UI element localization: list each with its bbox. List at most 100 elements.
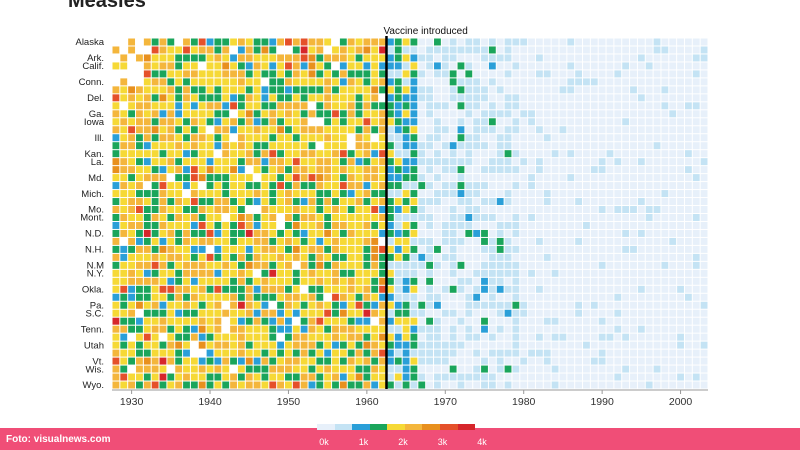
- heatmap-cell: [543, 142, 551, 150]
- heatmap-cell: [355, 277, 363, 285]
- heatmap-cell: [543, 373, 551, 381]
- heatmap-cell: [128, 341, 136, 349]
- heatmap-cell: [684, 301, 692, 309]
- heatmap-cell: [692, 174, 700, 182]
- heatmap-cell: [559, 126, 567, 134]
- heatmap-cell: [575, 38, 583, 46]
- heatmap-cell: [410, 166, 418, 174]
- heatmap-cell: [316, 341, 324, 349]
- heatmap-cell: [347, 174, 355, 182]
- heatmap-cell: [128, 301, 136, 309]
- heatmap-cell: [677, 357, 684, 365]
- heatmap-cell: [332, 126, 339, 134]
- heatmap-cell: [269, 221, 277, 229]
- heatmap-cell: [143, 102, 151, 110]
- heatmap-cell: [543, 174, 551, 182]
- heatmap-cell: [551, 62, 559, 70]
- heatmap-cell: [598, 142, 606, 150]
- heatmap-cell: [371, 38, 379, 46]
- heatmap-cell: [285, 70, 292, 78]
- heatmap-cell: [355, 245, 363, 253]
- state-label: Ill.: [95, 133, 105, 144]
- heatmap-cell: [481, 285, 488, 293]
- heatmap-cell: [355, 325, 363, 333]
- heatmap-cell: [347, 381, 355, 389]
- heatmap-cell: [159, 54, 167, 62]
- heatmap-cell: [512, 70, 520, 78]
- heatmap-cell: [434, 349, 441, 357]
- heatmap-cell: [347, 269, 355, 277]
- heatmap-cell: [316, 381, 324, 389]
- heatmap-cell: [214, 46, 222, 54]
- heatmap-cell: [277, 333, 285, 341]
- heatmap-cell: [583, 182, 590, 190]
- heatmap-cell: [190, 285, 198, 293]
- heatmap-cell: [637, 198, 645, 206]
- heatmap-cell: [551, 206, 559, 213]
- heatmap-cell: [143, 221, 151, 229]
- heatmap-cell: [543, 277, 551, 285]
- heatmap-cell: [292, 110, 300, 118]
- heatmap-cell: [441, 102, 449, 110]
- heatmap-cell: [379, 285, 386, 293]
- heatmap-cell: [473, 237, 481, 245]
- heatmap-cell: [661, 134, 669, 142]
- heatmap-cell: [253, 86, 261, 94]
- heatmap-cell: [222, 357, 230, 365]
- heatmap-cell: [567, 237, 575, 245]
- heatmap-cell: [324, 198, 332, 206]
- heatmap-cell: [559, 333, 567, 341]
- heatmap-cell: [394, 166, 402, 174]
- heatmap-cell: [449, 54, 457, 62]
- heatmap-cell: [167, 341, 175, 349]
- heatmap-cell: [465, 277, 473, 285]
- heatmap-cell: [269, 269, 277, 277]
- heatmap-cell: [590, 381, 598, 389]
- heatmap-cell: [402, 118, 410, 126]
- heatmap-cell: [457, 237, 465, 245]
- heatmap-cell: [496, 293, 504, 301]
- heatmap-cell: [590, 237, 598, 245]
- heatmap-cell: [449, 277, 457, 285]
- heatmap-cell: [230, 142, 237, 150]
- heatmap-cell: [339, 293, 347, 301]
- heatmap-cell: [402, 110, 410, 118]
- heatmap-cell: [269, 54, 277, 62]
- heatmap-cell: [661, 285, 669, 293]
- heatmap-cell: [136, 229, 143, 237]
- heatmap-cell: [347, 309, 355, 317]
- heatmap-cell: [653, 214, 661, 221]
- heatmap-cell: [598, 237, 606, 245]
- legend-swatch: [317, 424, 335, 430]
- heatmap-cell: [285, 221, 292, 229]
- heatmap-cell: [269, 94, 277, 102]
- heatmap-cell: [363, 174, 371, 182]
- heatmap-cell: [528, 110, 535, 118]
- heatmap-cell: [159, 349, 167, 357]
- heatmap-cell: [449, 150, 457, 158]
- heatmap-cell: [175, 349, 183, 357]
- heatmap-cell: [292, 118, 300, 126]
- heatmap-cell: [567, 373, 575, 381]
- heatmap-cell: [583, 237, 590, 245]
- heatmap-cell: [535, 373, 543, 381]
- heatmap-cell: [324, 190, 332, 198]
- heatmap-cell: [512, 317, 520, 325]
- heatmap-cell: [277, 341, 285, 349]
- heatmap-cell: [332, 365, 339, 373]
- heatmap-cell: [386, 118, 394, 126]
- heatmap-cell: [198, 229, 206, 237]
- heatmap-cell: [700, 182, 708, 190]
- heatmap-cell: [206, 277, 214, 285]
- heatmap-cell: [402, 78, 410, 86]
- heatmap-cell: [355, 309, 363, 317]
- heatmap-cell: [143, 269, 151, 277]
- state-label: N.Y.: [87, 269, 104, 280]
- heatmap-cell: [308, 269, 316, 277]
- heatmap-cell: [441, 214, 449, 221]
- heatmap-cell: [528, 365, 535, 373]
- heatmap-cell: [700, 102, 708, 110]
- heatmap-cell: [504, 198, 512, 206]
- heatmap-cell: [379, 38, 386, 46]
- heatmap-cell: [332, 54, 339, 62]
